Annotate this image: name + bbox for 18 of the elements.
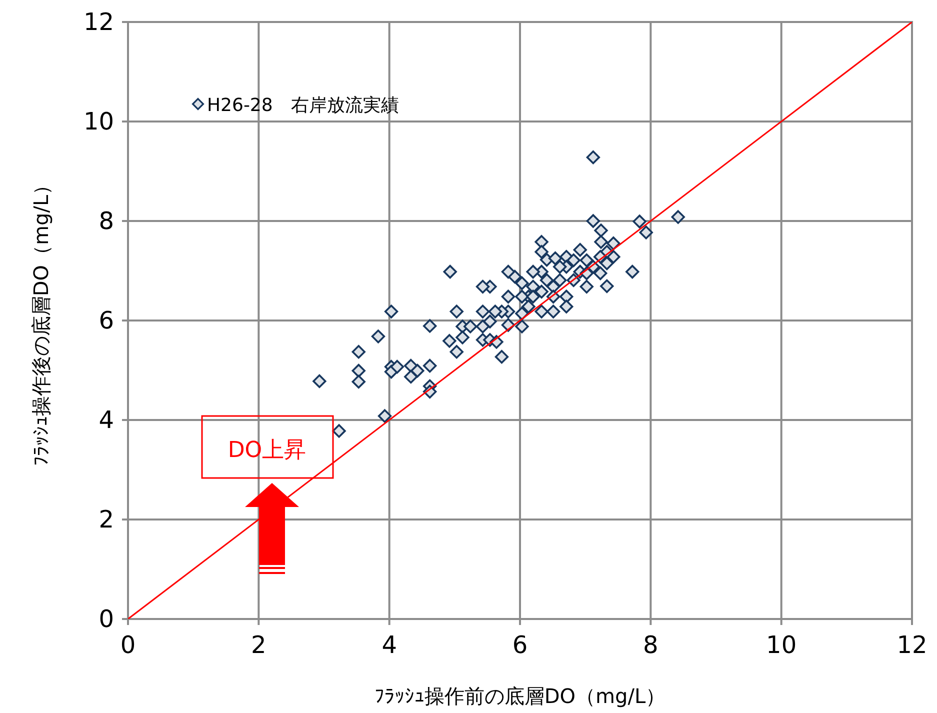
y-tick-label: 4 [98, 406, 114, 434]
x-tick-label: 2 [251, 631, 266, 659]
x-tick-label: 6 [512, 631, 528, 659]
y-tick-label: 0 [98, 605, 114, 633]
y-tick-label: 10 [83, 108, 114, 136]
x-tick-label: 10 [766, 631, 797, 659]
y-tick-label: 8 [98, 207, 114, 235]
y-tick-label: 12 [83, 8, 114, 36]
legend-label: H26-28 右岸放流実績 [207, 95, 399, 116]
annotation: DO上昇 [228, 438, 306, 463]
y-tick-label: 2 [98, 506, 114, 534]
x-tick-label: 4 [382, 631, 397, 659]
y-tick-label: 6 [98, 306, 114, 334]
x-tick-label: 0 [120, 631, 136, 659]
x-tick-label: 8 [643, 631, 658, 659]
x-tick-label: 12 [896, 631, 928, 659]
x-axis-title: ﾌﾗｯｼｭ操作前の底層DO（mg/L） [374, 684, 666, 708]
y-axis-title: ﾌﾗｯｼｭ操作後の底層DO（mg/L） [29, 174, 53, 466]
